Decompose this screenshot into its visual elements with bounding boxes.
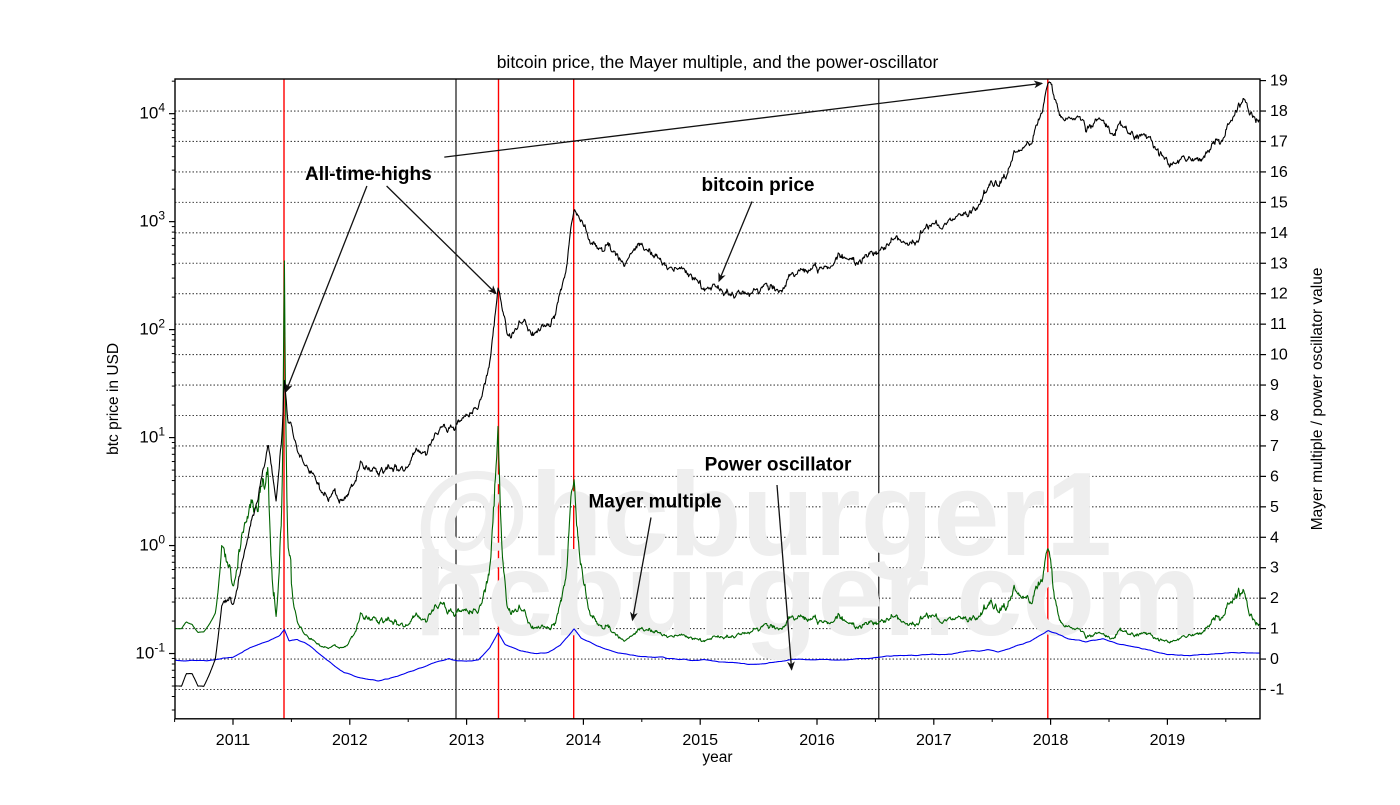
svg-text:7: 7 (1270, 438, 1279, 455)
svg-text:All-time-highs: All-time-highs (305, 164, 432, 185)
svg-text:1: 1 (1270, 621, 1279, 638)
svg-text:18: 18 (1270, 103, 1288, 120)
svg-text:0: 0 (1270, 651, 1279, 668)
svg-text:Mayer multiple: Mayer multiple (588, 492, 721, 513)
svg-text:2012: 2012 (332, 732, 368, 749)
svg-text:13: 13 (1270, 255, 1288, 272)
svg-text:11: 11 (1270, 316, 1287, 333)
svg-text:2013: 2013 (449, 732, 485, 749)
svg-text:bitcoin price: bitcoin price (702, 175, 815, 196)
svg-text:14: 14 (1270, 225, 1288, 242)
svg-text:btc price in USD: btc price in USD (105, 343, 122, 455)
svg-text:year: year (702, 749, 732, 766)
svg-text:6: 6 (1270, 468, 1279, 485)
svg-text:2018: 2018 (1033, 732, 1069, 749)
svg-text:15: 15 (1270, 194, 1288, 211)
svg-text:Mayer multiple / power oscilla: Mayer multiple / power oscillator value (1309, 268, 1326, 531)
svg-text:2019: 2019 (1150, 732, 1186, 749)
svg-text:bitcoin price, the Mayer multi: bitcoin price, the Mayer multiple, and t… (497, 52, 939, 72)
svg-text:3: 3 (1270, 560, 1279, 577)
svg-text:Power oscillator: Power oscillator (705, 455, 852, 476)
svg-text:8: 8 (1270, 408, 1279, 425)
svg-text:9: 9 (1270, 377, 1279, 394)
svg-text:2: 2 (1270, 590, 1279, 607)
svg-text:10: 10 (1270, 347, 1288, 364)
svg-text:16: 16 (1270, 164, 1288, 181)
svg-text:2015: 2015 (682, 732, 718, 749)
svg-text:2014: 2014 (566, 732, 602, 749)
svg-text:2016: 2016 (799, 732, 835, 749)
svg-text:4: 4 (1270, 529, 1279, 546)
svg-text:2011: 2011 (216, 732, 251, 749)
svg-text:12: 12 (1270, 286, 1288, 303)
svg-text:2017: 2017 (916, 732, 952, 749)
svg-text:-1: -1 (1270, 682, 1284, 699)
svg-text:19: 19 (1270, 73, 1288, 90)
svg-text:17: 17 (1270, 134, 1288, 151)
svg-text:5: 5 (1270, 499, 1279, 516)
